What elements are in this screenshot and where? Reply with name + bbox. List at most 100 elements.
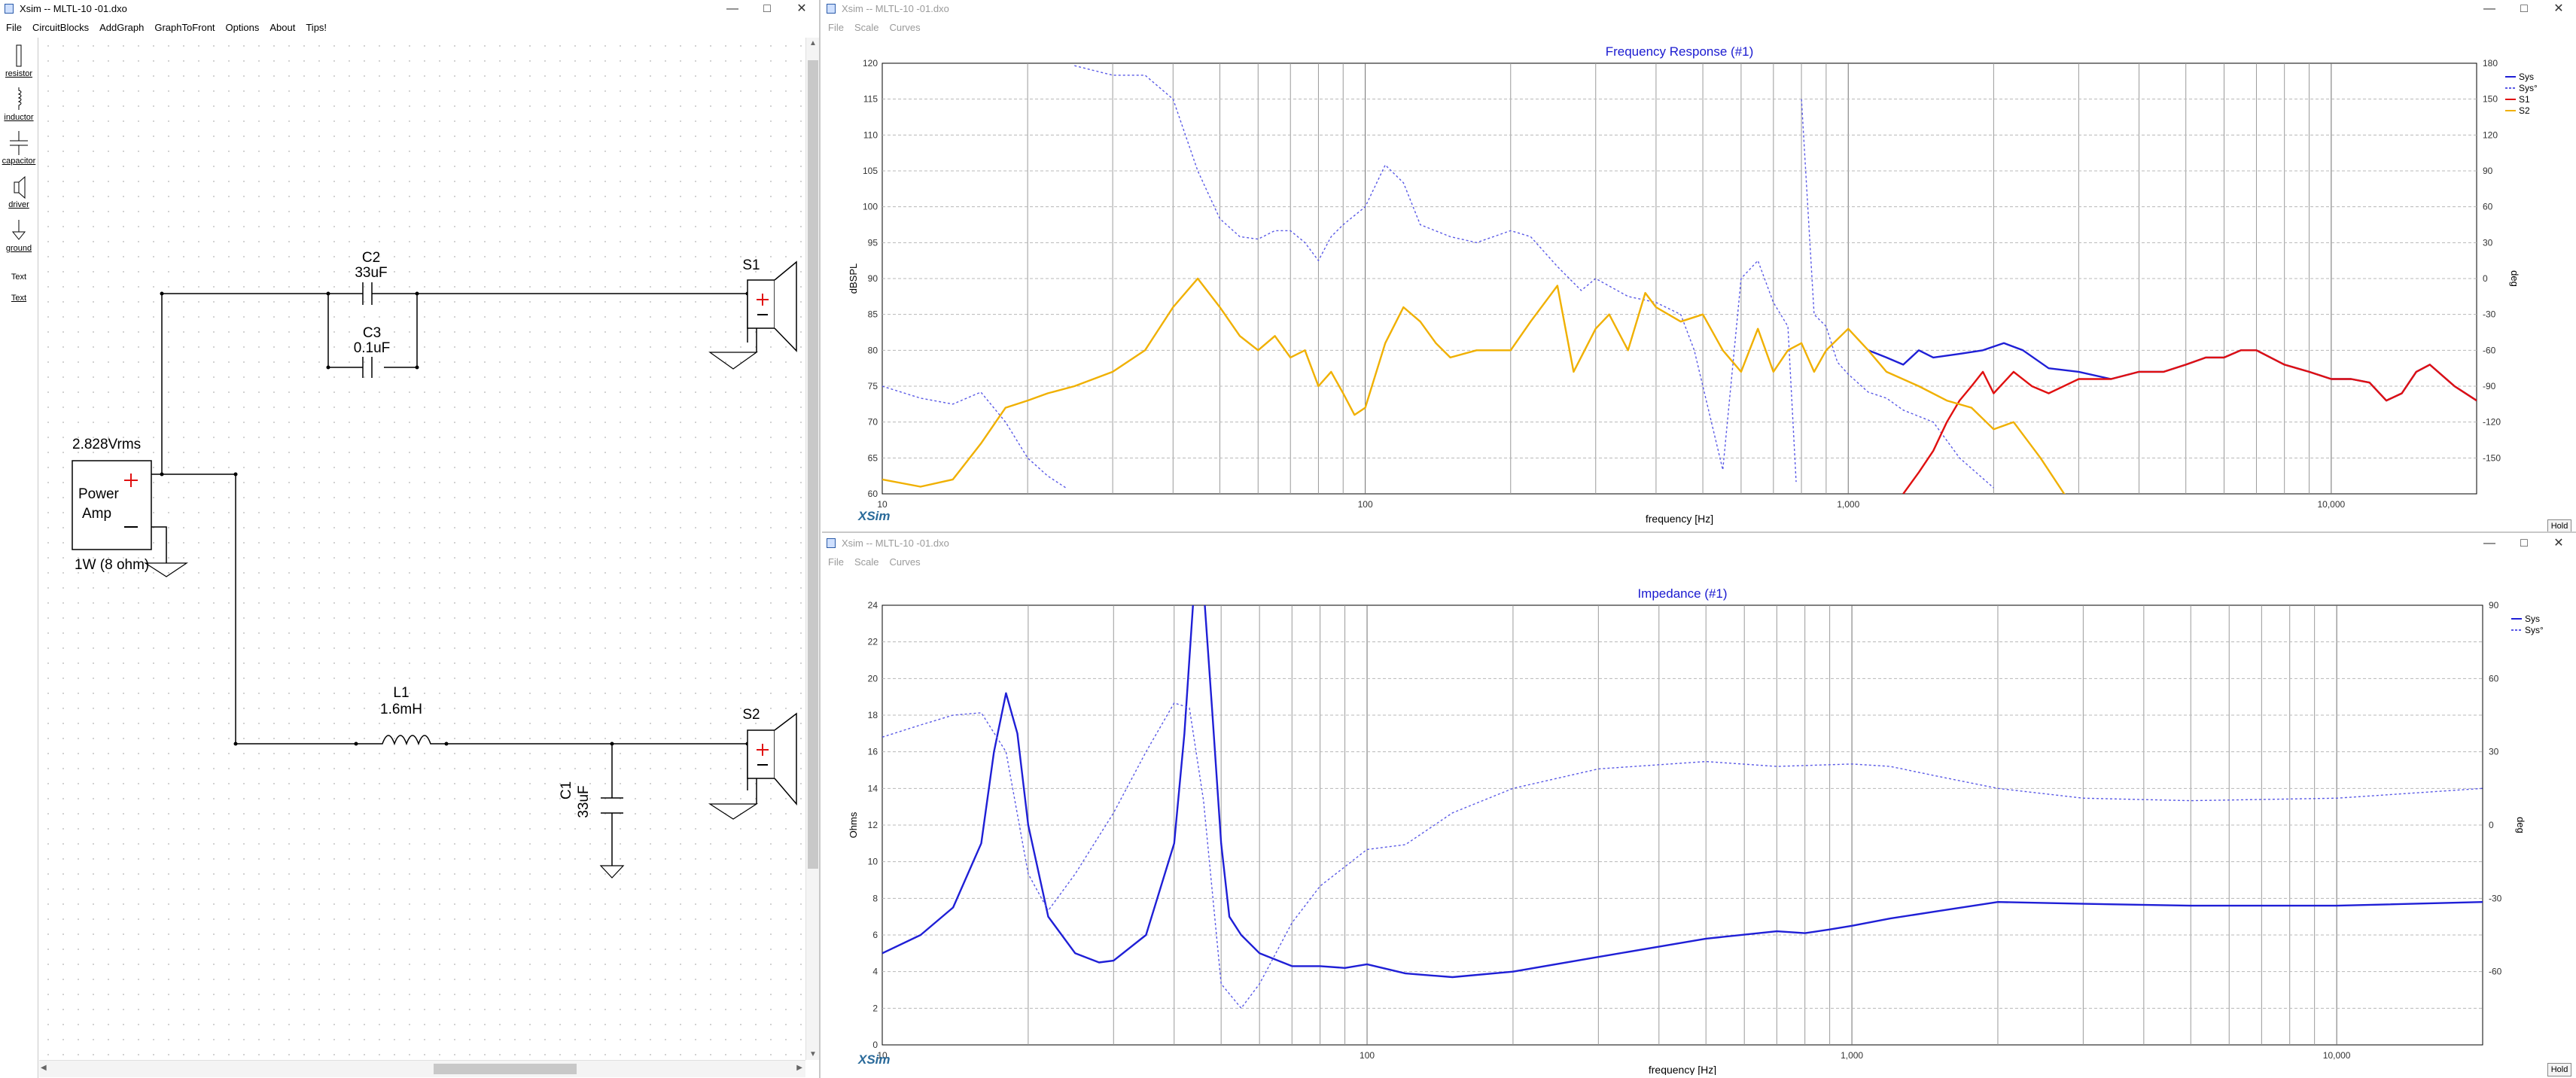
series-line-sys-phase bbox=[882, 702, 2483, 1009]
fr-menu-file[interactable]: File bbox=[828, 22, 844, 33]
y2-tick-label: 90 bbox=[2483, 166, 2493, 176]
y2-axis-label: deg bbox=[2509, 270, 2520, 287]
imp-menu-curves[interactable]: Curves bbox=[889, 556, 921, 568]
y-tick-label: 100 bbox=[863, 202, 878, 212]
minimize-button[interactable]: — bbox=[2483, 537, 2495, 550]
close-button[interactable]: ✕ bbox=[796, 2, 807, 15]
y-tick-label: 115 bbox=[863, 94, 878, 105]
x-axis-label: frequency [Hz] bbox=[1646, 513, 1713, 525]
palette-capacitor[interactable]: capacitor bbox=[0, 129, 38, 166]
menu-graphtofront[interactable]: GraphToFront bbox=[154, 22, 215, 33]
inductor-icon bbox=[17, 87, 22, 110]
menu-options[interactable]: Options bbox=[225, 22, 260, 33]
palette-text-2[interactable]: Text bbox=[0, 294, 38, 303]
imp-menu-file[interactable]: File bbox=[828, 556, 844, 568]
menu-addgraph[interactable]: AddGraph bbox=[99, 22, 145, 33]
maximize-button[interactable]: □ bbox=[763, 2, 771, 15]
y2-tick-label: 0 bbox=[2489, 820, 2494, 830]
component-palette: resistor inductor capacitor driver groun… bbox=[0, 38, 38, 1078]
fr-menu-scale[interactable]: Scale bbox=[854, 22, 879, 33]
vertical-scroll-thumb[interactable] bbox=[808, 60, 818, 869]
speaker-s1[interactable]: S1 bbox=[708, 257, 797, 370]
fr-menu-curves[interactable]: Curves bbox=[889, 22, 921, 33]
fr-hold-button[interactable]: Hold bbox=[2547, 519, 2571, 531]
speaker-s2[interactable]: S2 bbox=[708, 707, 797, 820]
y2-tick-label: 60 bbox=[2483, 202, 2493, 212]
palette-text-1[interactable]: Text bbox=[0, 273, 38, 282]
close-button[interactable]: ✕ bbox=[2553, 2, 2564, 15]
y-tick-label: 8 bbox=[872, 893, 878, 903]
minimize-button[interactable]: — bbox=[2483, 2, 2495, 15]
palette-ground[interactable]: ground bbox=[0, 218, 38, 253]
scroll-down-arrow-icon[interactable]: ▼ bbox=[809, 1050, 817, 1058]
fr-window-title: Xsim -- MLTL-10 -01.dxo bbox=[842, 3, 949, 14]
amp-label-line1: Power bbox=[78, 486, 120, 502]
imp-hold-button[interactable]: Hold bbox=[2547, 1063, 2571, 1076]
x-tick-label: 1,000 bbox=[1841, 1050, 1863, 1061]
palette-resistor-label: resistor bbox=[5, 69, 33, 78]
vertical-scrollbar[interactable]: ▲ ▼ bbox=[805, 38, 819, 1060]
minimize-button[interactable]: — bbox=[726, 2, 738, 15]
y2-tick-label: -60 bbox=[2489, 967, 2502, 977]
maximize-button[interactable]: □ bbox=[2520, 537, 2528, 550]
capacitor-c2[interactable]: C2 33uF bbox=[328, 250, 417, 305]
capacitor-c3[interactable]: C3 0.1uF bbox=[354, 325, 391, 378]
amp-power: 1W (8 ohm) bbox=[75, 557, 149, 573]
scroll-up-arrow-icon[interactable]: ▲ bbox=[809, 39, 817, 47]
schematic-canvas[interactable]: C2 33uF C3 0.1uF L1 1.6mH C1 33uF bbox=[39, 38, 810, 1055]
menu-circuitblocks[interactable]: CircuitBlocks bbox=[32, 22, 90, 33]
menu-file[interactable]: File bbox=[6, 22, 22, 33]
app-icon bbox=[827, 4, 836, 14]
inductor-l1[interactable]: L1 1.6mH bbox=[356, 685, 446, 746]
x-tick-label: 10,000 bbox=[2323, 1050, 2351, 1061]
fr-titlebar: Xsim -- MLTL-10 -01.dxo — □ ✕ bbox=[822, 0, 2576, 18]
y-tick-label: 4 bbox=[872, 967, 878, 977]
c1-name: C1 bbox=[559, 781, 574, 799]
amp-label-line2: Amp bbox=[82, 506, 111, 522]
y2-tick-label: 60 bbox=[2489, 673, 2499, 684]
power-amp[interactable]: 2.828Vrms Power Amp 1W (8 ohm) bbox=[72, 437, 188, 577]
ground-icon bbox=[708, 803, 759, 820]
scroll-left-arrow-icon[interactable]: ◀ bbox=[41, 1064, 47, 1072]
palette-resistor[interactable]: resistor bbox=[0, 42, 38, 78]
y-tick-label: 70 bbox=[868, 417, 878, 428]
horizontal-scroll-thumb[interactable] bbox=[434, 1064, 577, 1074]
y-tick-label: 80 bbox=[868, 345, 878, 355]
y-tick-label: 12 bbox=[868, 820, 878, 830]
palette-inductor[interactable]: inductor bbox=[0, 86, 38, 122]
y-tick-label: 14 bbox=[868, 783, 878, 793]
frequency-response-chart[interactable]: 6065707580859095100105110115120-150-120-… bbox=[822, 36, 2576, 531]
capacitor-icon bbox=[10, 131, 28, 155]
close-button[interactable]: ✕ bbox=[2553, 537, 2564, 550]
series-group bbox=[882, 605, 2483, 1009]
palette-text-label-2: Text bbox=[11, 294, 27, 303]
frequency-response-window: Xsim -- MLTL-10 -01.dxo — □ ✕ File Scale C… bbox=[822, 0, 2576, 533]
series-line-sys-phase bbox=[882, 65, 1994, 489]
y-tick-label: 0 bbox=[872, 1040, 878, 1050]
imp-menu-scale[interactable]: Scale bbox=[854, 556, 879, 568]
x-tick-label: 10 bbox=[877, 1050, 888, 1061]
circuit-window: Xsim -- MLTL-10 -01.dxo — □ ✕ File Circui… bbox=[0, 0, 821, 1078]
app-icon bbox=[5, 4, 14, 14]
ground-icon bbox=[708, 352, 758, 370]
menu-tips[interactable]: Tips! bbox=[306, 22, 327, 33]
horizontal-scrollbar[interactable]: ◀ ▶ bbox=[39, 1060, 805, 1077]
chart-title: Impedance (#1) bbox=[1637, 586, 1727, 601]
legend-label: Sys bbox=[2519, 72, 2534, 82]
maximize-button[interactable]: □ bbox=[2520, 2, 2528, 15]
y2-tick-label: -30 bbox=[2483, 309, 2496, 320]
legend-label: Sys° bbox=[2519, 83, 2538, 93]
scroll-right-arrow-icon[interactable]: ▶ bbox=[796, 1064, 802, 1072]
y-tick-label: 105 bbox=[863, 166, 878, 176]
capacitor-c1[interactable]: C1 33uF bbox=[559, 781, 625, 879]
menu-about[interactable]: About bbox=[269, 22, 296, 33]
y-tick-label: 16 bbox=[868, 747, 878, 757]
y-tick-label: 18 bbox=[868, 710, 878, 720]
y-tick-label: 110 bbox=[863, 129, 878, 140]
palette-driver[interactable]: driver bbox=[0, 175, 38, 209]
chart-title: Frequency Response (#1) bbox=[1606, 44, 1754, 59]
palette-ground-label: ground bbox=[5, 244, 32, 253]
